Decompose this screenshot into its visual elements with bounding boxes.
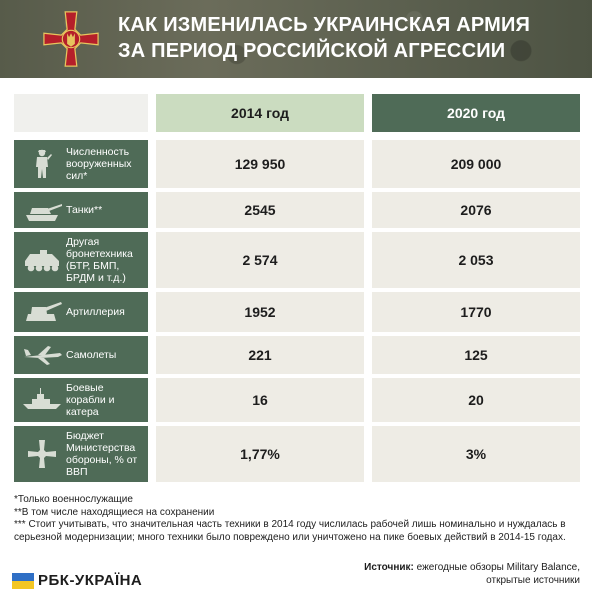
value-2014-tanks: 2545 — [156, 192, 364, 228]
value-2014-ships: 16 — [156, 378, 364, 422]
row-label-artillery: Артиллерия — [66, 306, 125, 318]
warship-icon — [23, 388, 61, 409]
footnotes: *Только военнослужащие **В том числе нах… — [14, 494, 580, 544]
table-row: Самолеты 221 125 — [14, 336, 580, 374]
row-label-ships: Боевые корабли и катера — [66, 382, 115, 418]
footnote-2: **В том числе находящиеся на сохранении — [14, 506, 215, 518]
value-2020-tanks: 2076 — [372, 192, 580, 228]
footnote-1: *Только военнослужащие — [14, 494, 133, 505]
table-row: Боевые корабли и катера 16 20 — [14, 378, 580, 422]
brand-name: РБК-УКРАЇНА — [38, 572, 143, 589]
row-label-cell: Бюджет Министерства обороны, % от ВВП — [14, 426, 148, 482]
value-2020-other-armor: 2 053 — [372, 232, 580, 288]
row-label-cell: Артиллерия — [14, 292, 148, 332]
row-label-cell: Численность вооруженных сил* — [14, 140, 148, 188]
cross-icon — [28, 440, 56, 468]
source-label: Источник: — [364, 562, 414, 573]
armed-forces-cross-emblem-icon — [43, 11, 99, 67]
artillery-icon — [26, 302, 62, 321]
value-2014-budget: 1,77% — [156, 426, 364, 482]
value-2020-budget: 3% — [372, 426, 580, 482]
title-line-2: ЗА ПЕРИОД РОССИЙСКОЙ АГРЕССИИ — [118, 40, 506, 62]
column-header-2020: 2020 год — [372, 94, 580, 132]
value-2020-ships: 20 — [372, 378, 580, 422]
source-note: Источник: ежегодные обзоры Military Bala… — [364, 562, 580, 587]
value-2014-other-armor: 2 574 — [156, 232, 364, 288]
row-label-cell: Самолеты — [14, 336, 148, 374]
table-row: Артиллерия 1952 1770 — [14, 292, 580, 332]
footnote-3: *** Стоит учитывать, что значительная ча… — [14, 519, 566, 543]
table-row: Бюджет Министерства обороны, % от ВВП 1,… — [14, 426, 580, 482]
header-banner: КАК ИЗМЕНИЛАСЬ УКРАИНСКАЯ АРМИЯ ЗА ПЕРИО… — [0, 0, 592, 78]
jet-icon — [24, 346, 62, 365]
table-row: Численность вооруженных сил* 129 950 209… — [14, 140, 580, 188]
column-header-2014: 2014 год — [156, 94, 364, 132]
row-label-tanks: Танки** — [66, 204, 103, 216]
row-label-cell: Танки** — [14, 192, 148, 228]
row-label-aircraft: Самолеты — [66, 349, 117, 361]
brand-logo: РБК-УКРАЇНА — [12, 572, 142, 589]
row-label-cell: Боевые корабли и катера — [14, 378, 148, 422]
value-2020-personnel: 209 000 — [372, 140, 580, 188]
tank-icon — [26, 204, 62, 221]
value-2020-artillery: 1770 — [372, 292, 580, 332]
table-row: Другая бронетехника (БТР, БМП, БРДМ и т.… — [14, 232, 580, 288]
header-empty-cell — [14, 94, 148, 132]
table-row: Танки** 2545 2076 — [14, 192, 580, 228]
title-line-1: КАК ИЗМЕНИЛАСЬ УКРАИНСКАЯ АРМИЯ — [118, 14, 531, 36]
page-title: КАК ИЗМЕНИЛАСЬ УКРАИНСКАЯ АРМИЯ ЗА ПЕРИО… — [118, 12, 578, 64]
value-2014-aircraft: 221 — [156, 336, 364, 374]
value-2014-artillery: 1952 — [156, 292, 364, 332]
armored-vehicle-icon — [25, 250, 59, 272]
source-text-2: открытые источники — [486, 574, 580, 586]
row-label-cell: Другая бронетехника (БТР, БМП, БРДМ и т.… — [14, 232, 148, 288]
soldier-icon — [36, 149, 52, 178]
value-2020-aircraft: 125 — [372, 336, 580, 374]
row-label-other-armor: Другая бронетехника (БТР, БМП, БРДМ и т.… — [66, 236, 133, 284]
row-label-personnel: Численность вооруженных сил* — [66, 146, 132, 182]
brand-flag-icon — [12, 572, 34, 589]
value-2014-personnel: 129 950 — [156, 140, 364, 188]
row-label-budget: Бюджет Министерства обороны, % от ВВП — [66, 430, 138, 478]
source-text-1: ежегодные обзоры Military Balance, — [416, 562, 580, 573]
